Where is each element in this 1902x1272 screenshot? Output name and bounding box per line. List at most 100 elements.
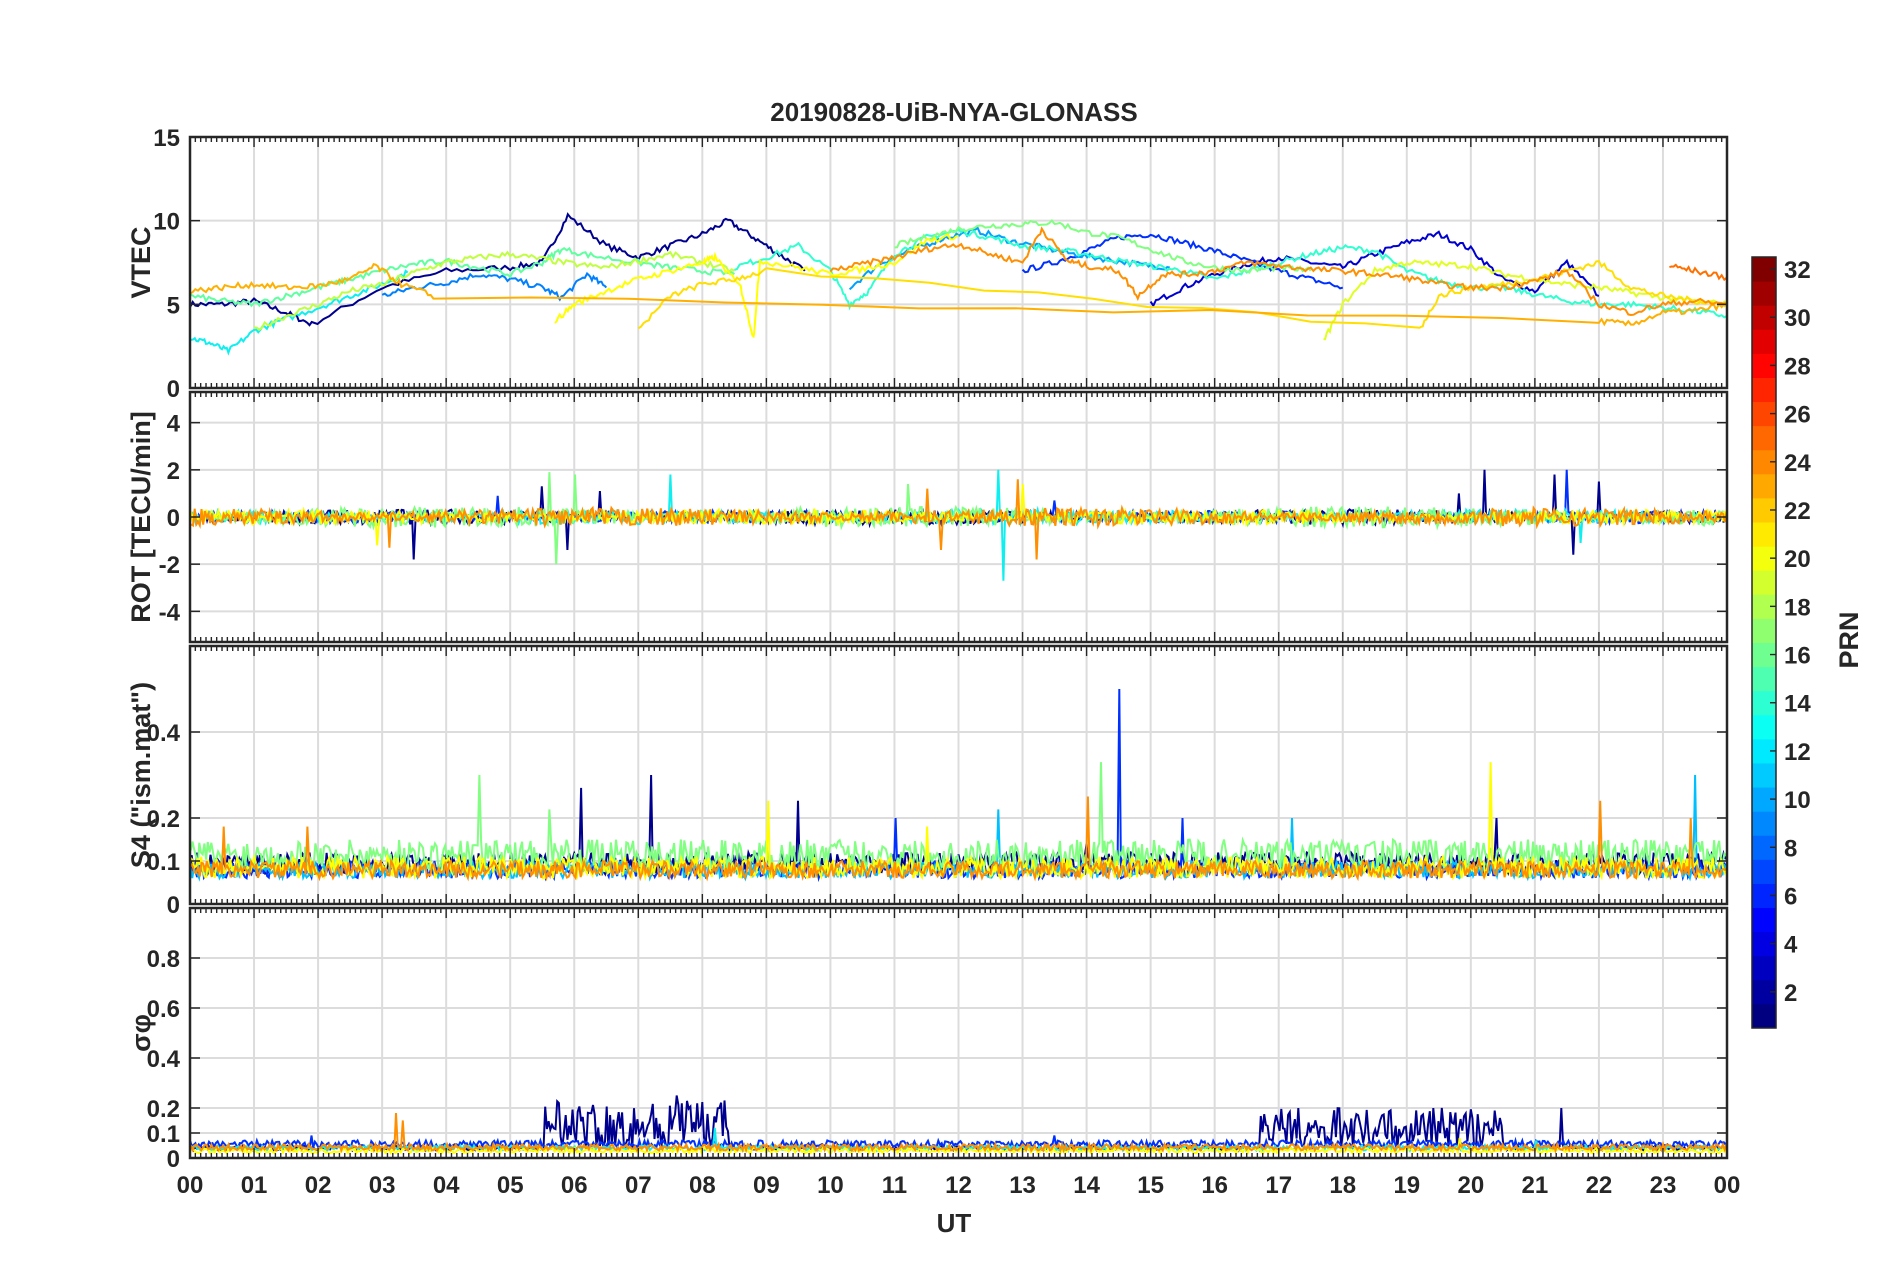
colorbar-tick-label: 6 [1784, 883, 1797, 910]
y-tick-label: 0 [167, 376, 180, 403]
y-axis-label: S4 ("ism.mat") [126, 682, 156, 868]
colorbar-tick-label: 30 [1784, 305, 1811, 332]
x-tick-label: 00 [177, 1172, 204, 1199]
panel-4: 00.10.2 0.4 0.6 0.8 σφ [126, 906, 1729, 1173]
series-prn-20 [554, 233, 959, 339]
y-tick-label: 0 [167, 1146, 180, 1173]
x-tick-label: 02 [305, 1172, 332, 1199]
panel-1: 0 5 10 15 VTEC [126, 125, 1729, 403]
colorbar-segment [1752, 907, 1776, 933]
x-tick-label: 05 [497, 1172, 524, 1199]
colorbar-tick-label: 12 [1784, 739, 1811, 766]
x-tick-label: 20 [1457, 1172, 1484, 1199]
x-tick-label: 01 [241, 1172, 268, 1199]
y-tick-label: 15 [153, 125, 180, 152]
colorbar-segment [1752, 955, 1776, 981]
grid [190, 136, 1727, 389]
colorbar-segment [1752, 666, 1776, 692]
y-tick-label: 0.4 [147, 1046, 181, 1073]
series-prn-12 [190, 269, 409, 356]
y-axis-label: ROT [TECU/min] [126, 411, 156, 622]
colorbar-tick-label: 2 [1784, 980, 1797, 1007]
colorbar-segment [1752, 425, 1776, 451]
y-tick-label: 0.2 [147, 806, 180, 833]
panel-2: -4 -2 0 2 4 ROT [TECU/min] [126, 390, 1729, 644]
colorbar-tick-label: 16 [1784, 643, 1811, 670]
y-tick-label: 0.4 [147, 720, 181, 747]
series-prn-2 [190, 212, 806, 327]
x-tick-label: 17 [1265, 1172, 1292, 1199]
series-prn-23 [190, 1112, 1727, 1155]
colorbar-segment [1752, 377, 1776, 403]
colorbar-segment [1752, 473, 1776, 499]
series-prn-19 [1323, 259, 1727, 341]
x-tick-label: 10 [817, 1172, 844, 1199]
x-axis-label: UT [937, 1208, 972, 1238]
x-tick-label: 19 [1393, 1172, 1420, 1199]
colorbar-segment [1752, 1003, 1776, 1029]
y-tick-label: 10 [153, 209, 180, 236]
colorbar-tick-label: 24 [1784, 450, 1811, 477]
series-prn-23 [190, 796, 1727, 882]
colorbar-tick-label: 26 [1784, 402, 1811, 429]
colorbar-label: PRN [1834, 611, 1864, 668]
x-tick-label: 11 [882, 1172, 907, 1199]
series-prn-24 [1669, 263, 1727, 282]
x-tick-label: 09 [753, 1172, 780, 1199]
colorbar-tick-label: 22 [1784, 498, 1811, 525]
series-group [190, 469, 1727, 581]
x-tick-labels: 00 01 02 03 04 05 06 07 08 09 10 11 12 13 14 15 16 17 18 19… [177, 1172, 1741, 1199]
series-prn-20 [190, 483, 1727, 546]
series-group [190, 212, 1727, 356]
colorbar-tick-label: 14 [1784, 691, 1811, 718]
series-prn-22 [190, 263, 1727, 327]
colorbar-segment [1752, 329, 1776, 354]
colorbar-segment [1752, 522, 1776, 547]
y-tick-label: 5 [167, 292, 180, 319]
y-tick-label: 4 [167, 411, 181, 438]
ticks [189, 646, 1728, 905]
series-prn-20 [190, 1137, 1727, 1156]
x-tick-label: 23 [1650, 1172, 1677, 1199]
y-tick-label: 0.8 [147, 946, 180, 973]
figure-title: 20190828-UiB-NYA-GLONASS [770, 97, 1138, 127]
y-tick-label: 0.1 [147, 1121, 180, 1148]
x-tick-label: 16 [1201, 1172, 1228, 1199]
colorbar-tick-label: 4 [1784, 932, 1798, 959]
series-prn-18 [253, 250, 735, 331]
x-tick-label: 07 [625, 1172, 652, 1199]
y-tick-label: 0 [167, 892, 180, 919]
x-tick-label: 22 [1586, 1172, 1613, 1199]
ticks [189, 392, 1728, 642]
ticks [189, 136, 1728, 389]
colorbar-tick-label: 20 [1784, 546, 1811, 573]
colorbar-tick-label: 18 [1784, 594, 1811, 621]
y-tick-label: 0 [167, 505, 180, 532]
colorbar-segment [1752, 570, 1776, 595]
y-tick-label: 0.1 [147, 849, 180, 876]
colorbar-segment [1752, 281, 1776, 306]
colorbar-tick-label: 28 [1784, 353, 1811, 380]
x-tick-label: 04 [433, 1172, 460, 1199]
x-tick-label: 06 [561, 1172, 588, 1199]
series-group [190, 688, 1727, 883]
y-tick-label: 0.6 [147, 996, 180, 1023]
colorbar-segment [1752, 618, 1776, 643]
y-tick-label: -4 [159, 599, 181, 626]
y-tick-label: 0.2 [147, 1096, 180, 1123]
series-prn-21 [637, 260, 1727, 330]
panel-3: 0 0.1 0.2 0.4S4 ("ism.mat") [126, 644, 1729, 919]
colorbar-tick-label: 8 [1784, 835, 1797, 862]
y-tick-label: 2 [167, 458, 180, 485]
x-tick-label: 00 [1714, 1172, 1741, 1199]
x-tick-label: 21 [1522, 1172, 1549, 1199]
series-prn-9 [381, 271, 608, 302]
ticks [189, 908, 1728, 1159]
x-tick-label: 08 [689, 1172, 716, 1199]
series-prn-15 [190, 246, 736, 308]
series-prn-23 [829, 226, 1727, 317]
x-tick-label: 03 [369, 1172, 396, 1199]
